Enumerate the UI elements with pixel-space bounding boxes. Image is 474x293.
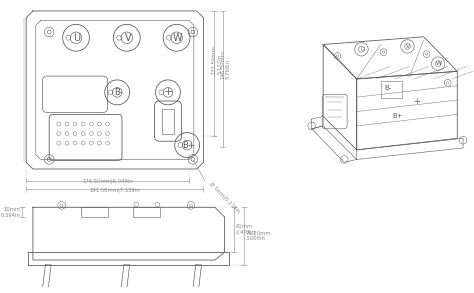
Text: U: U [73, 33, 81, 43]
Text: V: V [125, 33, 131, 43]
Text: B+: B+ [182, 141, 194, 149]
Text: 146.50mm
5.768in: 146.50mm 5.768in [220, 50, 231, 79]
Text: 76.20mm
3.000in: 76.20mm 3.000in [246, 231, 271, 241]
Text: U: U [360, 47, 365, 52]
Text: 191.50mm|7.539in: 191.50mm|7.539in [90, 188, 140, 193]
Text: Ø 7mm|0.276in: Ø 7mm|0.276in [208, 181, 241, 214]
Bar [134, 207, 160, 217]
Text: W: W [436, 61, 442, 66]
Text: 10mm
0.394in: 10mm 0.394in [0, 207, 20, 217]
Bar [162, 109, 174, 134]
Text: 131.50mm
5.177in: 131.50mm 5.177in [211, 45, 222, 74]
Text: B-: B- [114, 88, 123, 97]
Bar [381, 81, 402, 98]
Text: V: V [406, 44, 410, 49]
Text: +: + [164, 87, 173, 97]
Text: 61mm
2.402in: 61mm 2.402in [236, 224, 256, 235]
Text: +: + [414, 98, 420, 106]
Text: B+: B+ [392, 113, 403, 119]
Text: 176.50mm|6.949in: 176.50mm|6.949in [82, 179, 133, 184]
Text: B-: B- [385, 85, 392, 91]
Text: W: W [173, 33, 182, 43]
Bar [81, 207, 108, 217]
